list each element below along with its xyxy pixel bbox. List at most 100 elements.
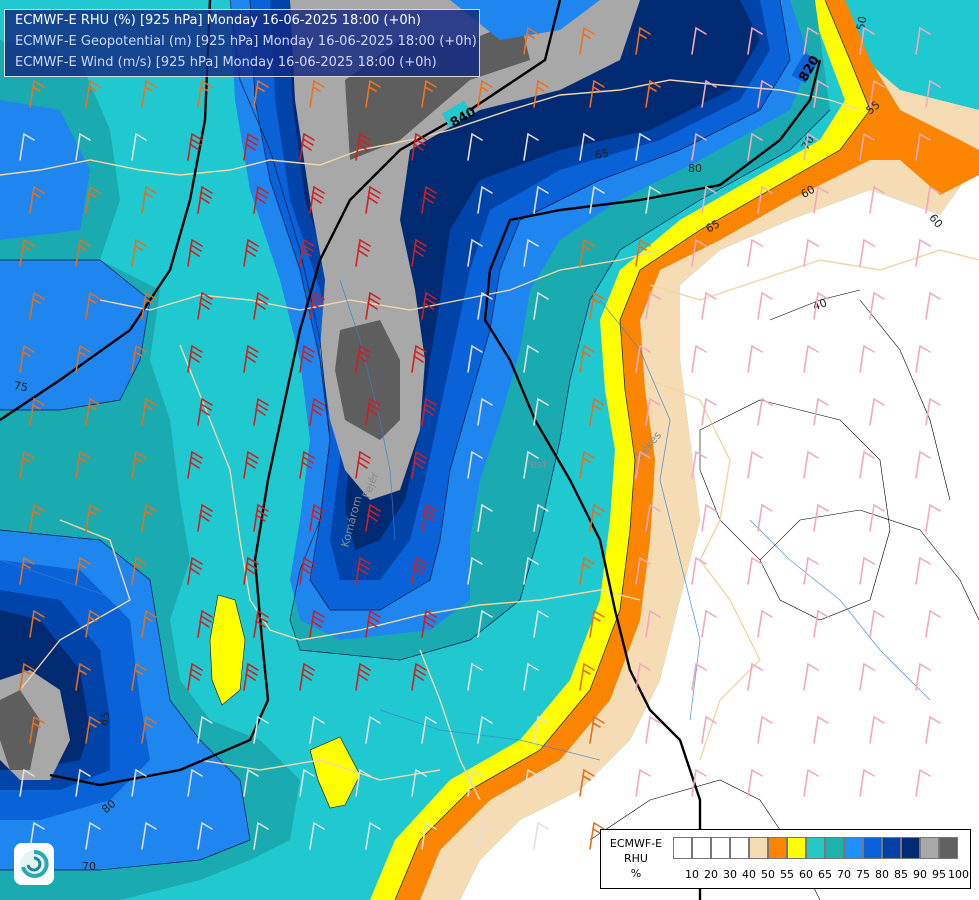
wind-barb — [141, 503, 157, 532]
wind-barb — [813, 609, 829, 638]
rhu-label: 60 — [799, 183, 818, 201]
wind-barb — [635, 344, 651, 373]
legend-swatch — [673, 837, 692, 859]
wind-barb — [477, 79, 493, 108]
wind-barb — [197, 609, 213, 638]
wind-barb — [187, 768, 203, 797]
wind-barb — [85, 503, 101, 532]
legend-title-model: ECMWF-E — [609, 837, 663, 850]
wind-barb — [813, 185, 829, 214]
wind-barb — [19, 132, 35, 161]
wind-barb — [645, 609, 661, 638]
wind-barb — [691, 556, 707, 585]
wind-barb — [635, 768, 651, 797]
wind-barb — [859, 662, 875, 691]
wind-barb — [29, 503, 45, 532]
legend-tick: 60 — [799, 868, 813, 881]
wind-barb — [355, 344, 371, 373]
wind-barb — [635, 132, 651, 161]
wind-barb — [75, 662, 91, 691]
wind-barbs — [19, 26, 941, 850]
legend-title: ECMWF-E RHU % — [601, 836, 671, 881]
wind-barb — [309, 821, 325, 850]
wind-barb — [477, 397, 493, 426]
wind-barb — [299, 132, 315, 161]
wind-barb — [579, 450, 595, 479]
wind-barb — [635, 450, 651, 479]
wind-barb — [803, 344, 819, 373]
wind-barb — [243, 238, 259, 267]
wind-barb — [803, 238, 819, 267]
wind-barb — [197, 715, 213, 744]
wind-barb — [421, 185, 437, 214]
wind-barb — [411, 132, 427, 161]
wind-barb — [925, 397, 941, 426]
wind-barb — [925, 291, 941, 320]
wind-barb — [691, 132, 707, 161]
wind-barb — [579, 132, 595, 161]
wind-barb — [253, 185, 269, 214]
wind-barb — [355, 768, 371, 797]
wind-barb — [701, 503, 717, 532]
wind-barb — [141, 821, 157, 850]
wind-barb — [467, 768, 483, 797]
wind-barb — [757, 609, 773, 638]
wind-barb — [869, 609, 885, 638]
wind-barb — [411, 450, 427, 479]
wind-barb — [803, 26, 819, 55]
legend-title-unit: % — [630, 867, 642, 880]
rhu-55-60-band — [395, 0, 979, 900]
wind-barb — [131, 450, 147, 479]
wind-barb — [197, 821, 213, 850]
wind-barb — [813, 503, 829, 532]
wind-barb — [75, 344, 91, 373]
wind-barb — [757, 291, 773, 320]
wind-barb — [579, 556, 595, 585]
wind-barb — [29, 291, 45, 320]
wind-barb — [253, 291, 269, 320]
wind-barb — [29, 609, 45, 638]
wind-barb — [467, 132, 483, 161]
wind-barb — [691, 344, 707, 373]
wind-barb — [187, 132, 203, 161]
wind-barb — [355, 662, 371, 691]
wind-barb — [365, 503, 381, 532]
wind-barb — [411, 768, 427, 797]
wind-barb — [421, 609, 437, 638]
wind-barb — [757, 715, 773, 744]
rhu-label: 70 — [799, 134, 817, 153]
wind-barb — [803, 556, 819, 585]
wind-barb — [533, 715, 549, 744]
wind-barb — [477, 185, 493, 214]
wind-barb — [197, 185, 213, 214]
wind-barb — [309, 609, 325, 638]
wind-barb — [523, 768, 539, 797]
wind-barb — [187, 662, 203, 691]
wind-barb — [645, 397, 661, 426]
wind-barb — [243, 662, 259, 691]
legend-swatch — [939, 837, 958, 859]
wind-barb — [635, 556, 651, 585]
wind-barb — [533, 503, 549, 532]
rhu-60-65-band — [370, 0, 870, 900]
wind-barb — [803, 450, 819, 479]
wind-barb — [197, 291, 213, 320]
wind-barb — [589, 291, 605, 320]
wind-barb — [253, 397, 269, 426]
legend-tick: 40 — [742, 868, 756, 881]
wind-barb — [75, 450, 91, 479]
wind-barb — [309, 397, 325, 426]
wind-barb — [85, 291, 101, 320]
rhu-label: 65 — [703, 217, 722, 235]
wind-barb — [523, 132, 539, 161]
wind-barb — [477, 821, 493, 850]
wind-barb — [299, 768, 315, 797]
wind-barb — [421, 503, 437, 532]
wind-barb — [925, 503, 941, 532]
wind-barb — [85, 609, 101, 638]
legend-swatch — [844, 837, 863, 859]
wind-barb — [141, 79, 157, 108]
wind-barb — [19, 344, 35, 373]
wind-barb — [747, 344, 763, 373]
wind-barb — [187, 450, 203, 479]
